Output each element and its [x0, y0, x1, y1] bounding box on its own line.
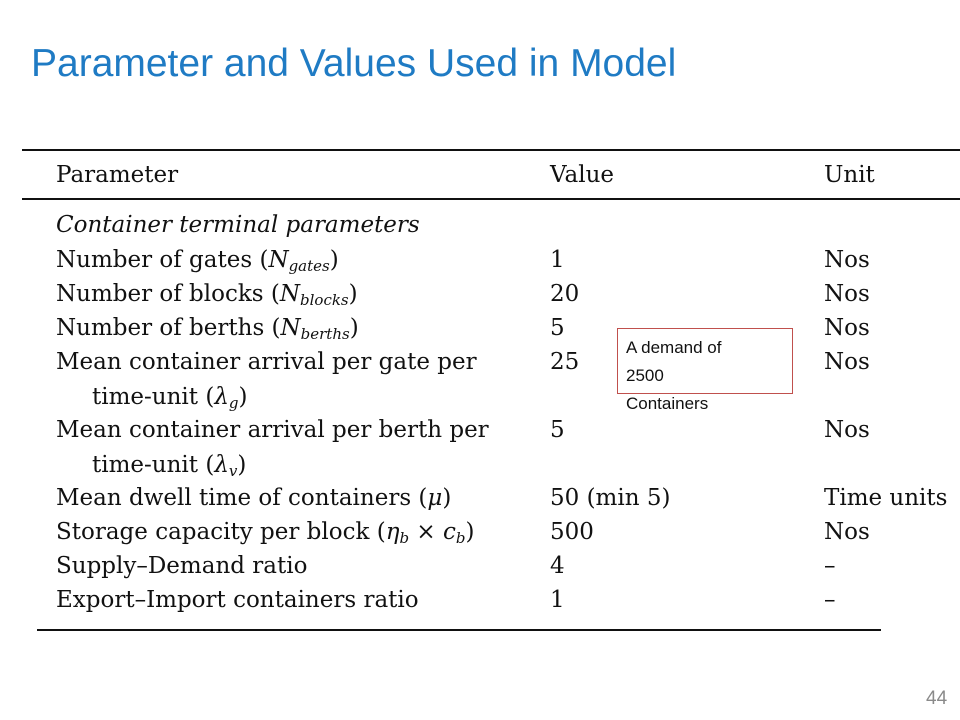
- header-value: Value: [550, 162, 614, 188]
- table-row-unit: Nos: [824, 417, 870, 443]
- callout-line: 2500: [626, 366, 664, 385]
- table-top-rule: [22, 149, 960, 151]
- table-row-value: 50 (min 5): [550, 485, 671, 511]
- section-label: Container terminal parameters: [56, 212, 420, 238]
- table-row-unit: Nos: [824, 519, 870, 545]
- header-unit: Unit: [824, 162, 875, 188]
- table-row-label-continued: time-unit (λv): [92, 452, 247, 480]
- demand-callout: A demand of 2500 Containers: [617, 328, 793, 413]
- table-row-unit: Nos: [824, 315, 870, 341]
- table-row-label: Number of blocks (Nblocks): [56, 281, 358, 309]
- table-row-value: 5: [550, 417, 565, 443]
- table-row-value: 1: [550, 247, 565, 273]
- table-row-value: 500: [550, 519, 594, 545]
- table-row-label: Mean container arrival per berth per: [56, 417, 489, 443]
- table-row-value: 5: [550, 315, 565, 341]
- table-row-value: 1: [550, 587, 565, 613]
- callout-line: Containers: [626, 394, 709, 413]
- table-row-label: Mean dwell time of containers (μ): [56, 485, 452, 511]
- table-row-unit: –: [824, 553, 836, 579]
- table-row-label: Mean container arrival per gate per: [56, 349, 477, 375]
- table-row-unit: Nos: [824, 281, 870, 307]
- table-row-label: Number of berths (Nberths): [56, 315, 359, 343]
- table-row-label-continued: time-unit (λg): [92, 384, 248, 412]
- table-row-value: 4: [550, 553, 565, 579]
- table-row-unit: Time units: [824, 485, 948, 511]
- table-row-unit: Nos: [824, 349, 870, 375]
- page-number: 44: [926, 688, 948, 709]
- table-row-label: Number of gates (Ngates): [56, 247, 339, 275]
- table-row-label: Storage capacity per block (ηb × cb): [56, 519, 475, 547]
- table-row-value: 20: [550, 281, 580, 307]
- table-row-unit: Nos: [824, 247, 870, 273]
- table-bottom-rule: [37, 629, 881, 631]
- table-row-value: 25: [550, 349, 580, 375]
- slide-title: Parameter and Values Used in Model: [31, 42, 677, 85]
- table-row-unit: –: [824, 587, 836, 613]
- header-parameter: Parameter: [56, 162, 179, 188]
- table-row-label: Export–Import containers ratio: [56, 587, 419, 613]
- table-row-label: Supply–Demand ratio: [56, 553, 308, 579]
- callout-line: A demand of: [626, 338, 722, 357]
- table-header-rule: [22, 198, 960, 200]
